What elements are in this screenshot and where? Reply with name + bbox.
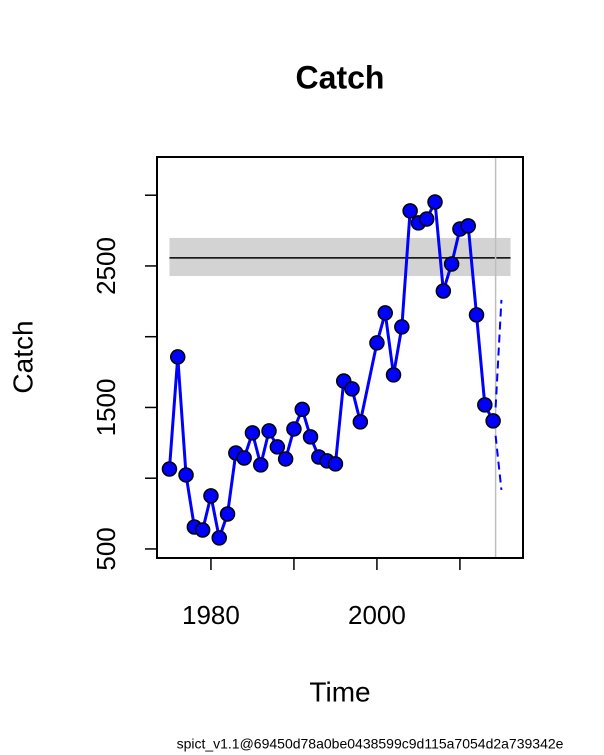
chart-title: Catch <box>296 59 385 95</box>
catch-point <box>294 401 310 418</box>
catch-point <box>377 305 393 321</box>
footnote: spict_v1.1@69450d78a0be0438599c9d115a705… <box>177 736 564 752</box>
catch-point <box>468 307 485 323</box>
catch-point <box>252 457 269 473</box>
y-tick-label: 2500 <box>91 237 121 295</box>
catch-point <box>352 414 369 430</box>
catch-point <box>460 218 476 234</box>
y-tick-label: 500 <box>91 527 121 570</box>
forecast-upper <box>494 299 503 408</box>
catch-point <box>261 423 277 439</box>
catch-point <box>203 488 219 504</box>
y-axis-label: Catch <box>7 320 38 393</box>
catch-point <box>394 319 410 335</box>
catch-point <box>236 450 252 466</box>
catch-point <box>219 506 236 522</box>
catch-point <box>443 256 460 272</box>
catch-point <box>161 461 178 477</box>
y-tick-label: 1500 <box>91 379 121 437</box>
catch-point <box>302 429 319 445</box>
catch-point <box>211 530 227 546</box>
catch-point <box>327 456 344 472</box>
catch-point <box>344 381 360 397</box>
catch-point <box>402 203 418 219</box>
catch-point <box>385 367 402 383</box>
catch-point <box>244 425 261 441</box>
catch-point <box>427 194 443 210</box>
x-axis-label: Time <box>309 676 370 707</box>
plot-frame <box>156 156 524 559</box>
catch-point <box>369 335 385 351</box>
forecast-lower <box>494 435 503 491</box>
catch-point <box>418 211 435 227</box>
x-tick-label: 1980 <box>182 600 240 630</box>
x-tick-label: 2000 <box>348 600 406 630</box>
catch-point <box>194 522 211 538</box>
catch-point <box>485 413 501 429</box>
catch-point <box>269 439 286 455</box>
catch-point <box>169 349 186 365</box>
catch-point <box>178 467 194 483</box>
catch-point <box>435 283 452 299</box>
catch-point <box>277 451 294 467</box>
catch-point <box>286 421 302 437</box>
reference-band <box>169 237 511 276</box>
catch-point <box>477 397 493 413</box>
